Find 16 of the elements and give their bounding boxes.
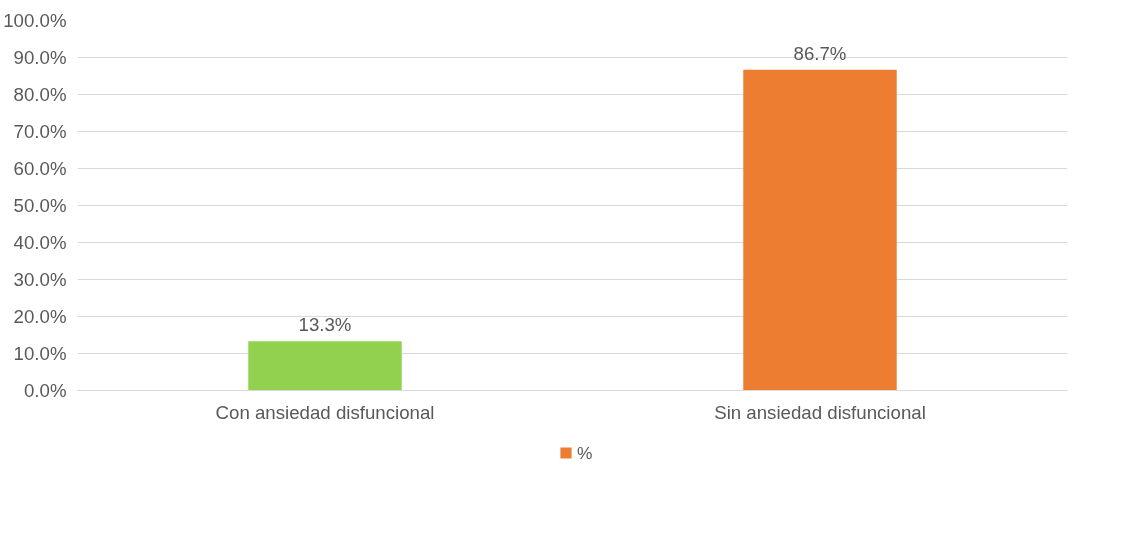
x-tick-label: Sin ansiedad disfuncional xyxy=(714,401,926,423)
y-tick-label: 0.0% xyxy=(23,380,67,401)
y-tick-label: 10.0% xyxy=(13,343,67,364)
data-label: 86.7% xyxy=(793,42,847,64)
y-tick-label: 50.0% xyxy=(13,195,67,216)
y-tick-label: 40.0% xyxy=(13,232,67,253)
y-tick-label: 60.0% xyxy=(13,158,67,179)
y-tick-label: 80.0% xyxy=(13,84,67,105)
y-tick-label: 20.0% xyxy=(13,306,67,327)
y-tick-label: 30.0% xyxy=(13,269,67,290)
y-tick-label: 90.0% xyxy=(13,47,67,68)
y-tick-label: 100.0% xyxy=(3,10,67,31)
data-label: 13.3% xyxy=(298,314,352,336)
y-tick-label: 70.0% xyxy=(13,121,67,142)
x-tick-label: Con ansiedad disfuncional xyxy=(215,401,435,423)
legend-label: % xyxy=(577,442,594,463)
